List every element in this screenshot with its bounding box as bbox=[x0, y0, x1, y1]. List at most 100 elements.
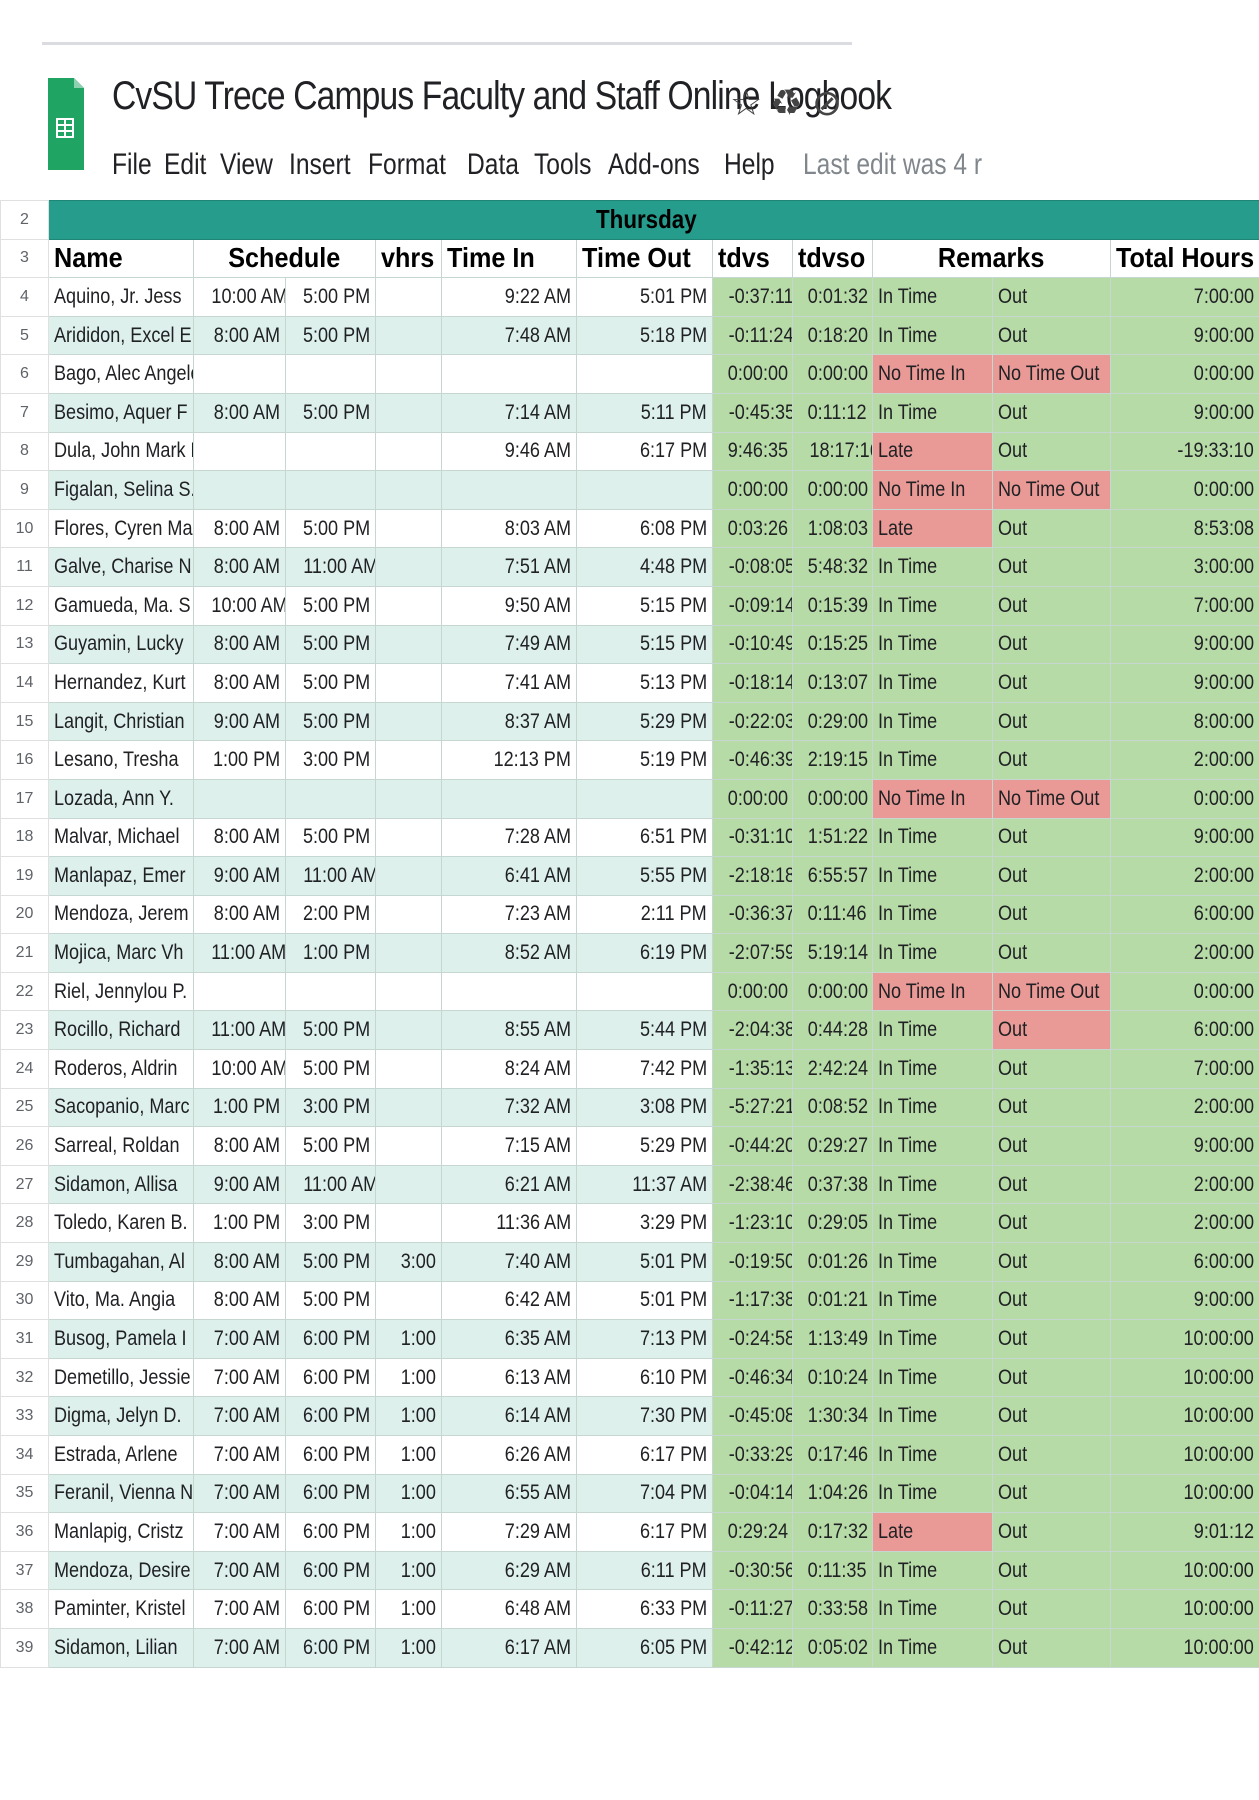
cell-vhrs[interactable] bbox=[375, 585, 442, 626]
row-header[interactable]: 6 bbox=[0, 354, 49, 394]
cell-remark-in[interactable]: In Time bbox=[872, 392, 993, 433]
cell-tdvs[interactable]: -0:22:03 bbox=[712, 701, 793, 742]
row-header[interactable]: 18 bbox=[0, 817, 49, 858]
cell-total-hours[interactable]: 3:00:00 bbox=[1109, 547, 1259, 587]
cell-tdvso[interactable]: 1:08:03 bbox=[792, 508, 873, 549]
cell-remark-out[interactable]: Out bbox=[992, 1049, 1111, 1089]
row-header[interactable]: 23 bbox=[0, 1010, 49, 1051]
menu-format[interactable]: Format bbox=[367, 148, 446, 181]
cell-name[interactable]: Lesano, Tresha bbox=[48, 740, 194, 780]
cell-total-hours[interactable]: -19:33:10 bbox=[1109, 431, 1259, 472]
cell-time-in[interactable]: 6:48 AM bbox=[441, 1589, 577, 1629]
cell-schedule-end[interactable]: 11:00 AM bbox=[285, 856, 376, 896]
cell-tdvso[interactable]: 0:11:46 bbox=[792, 894, 873, 935]
cell-tdvs[interactable]: -0:30:56 bbox=[712, 1550, 793, 1591]
cell-name[interactable]: Rocillo, Richard bbox=[48, 1010, 194, 1051]
row-header[interactable]: 26 bbox=[0, 1126, 49, 1166]
cell-remark-out[interactable]: Out bbox=[992, 315, 1111, 356]
document-title[interactable]: CvSU Trece Campus Faculty and Staff Onli… bbox=[112, 74, 892, 118]
cell-name[interactable]: Sidamon, Lilian bbox=[48, 1627, 194, 1668]
cell-vhrs[interactable]: 1:00 bbox=[375, 1627, 442, 1668]
cell-schedule-start[interactable]: 10:00 AM bbox=[193, 277, 286, 317]
cell-remark-out[interactable]: Out bbox=[992, 1280, 1111, 1321]
cell-time-in[interactable]: 6:14 AM bbox=[441, 1396, 577, 1436]
cell-time-out[interactable]: 7:04 PM bbox=[576, 1473, 713, 1514]
cell-schedule-start[interactable]: 9:00 AM bbox=[193, 1164, 286, 1205]
cell-tdvso[interactable]: 0:29:27 bbox=[792, 1126, 873, 1166]
cell-schedule-start[interactable]: 10:00 AM bbox=[193, 585, 286, 626]
cell-tdvso[interactable]: 0:05:02 bbox=[792, 1627, 873, 1668]
cell-schedule-end[interactable]: 6:00 PM bbox=[285, 1473, 376, 1514]
cell-schedule-start[interactable]: 8:00 AM bbox=[193, 1126, 286, 1166]
cell-time-in[interactable]: 9:22 AM bbox=[441, 277, 577, 317]
cell-total-hours[interactable]: 0:00:00 bbox=[1109, 470, 1259, 510]
cell-total-hours[interactable]: 2:00:00 bbox=[1109, 1203, 1259, 1244]
cell-time-out[interactable]: 7:42 PM bbox=[576, 1049, 713, 1089]
cell-total-hours[interactable]: 0:00:00 bbox=[1109, 354, 1259, 394]
cell-time-in[interactable]: 7:14 AM bbox=[441, 392, 577, 433]
cell-name[interactable]: Galve, Charise N bbox=[48, 547, 194, 587]
cell-schedule-end[interactable] bbox=[285, 778, 376, 819]
cell-time-in[interactable] bbox=[441, 354, 577, 394]
cell-remark-in[interactable]: In Time bbox=[872, 1473, 993, 1514]
row-header[interactable]: 32 bbox=[0, 1357, 49, 1398]
cell-name[interactable]: Malvar, Michael bbox=[48, 817, 194, 858]
cell-schedule-start[interactable]: 8:00 AM bbox=[193, 894, 286, 935]
cell-remark-out[interactable]: Out bbox=[992, 431, 1111, 472]
cell-remark-in[interactable]: In Time bbox=[872, 1126, 993, 1166]
cell-remark-in[interactable]: In Time bbox=[872, 1589, 993, 1629]
cell-remark-out[interactable]: Out bbox=[992, 1357, 1111, 1398]
cell-total-hours[interactable]: 10:00:00 bbox=[1109, 1473, 1259, 1514]
cell-remark-in[interactable]: In Time bbox=[872, 894, 993, 935]
cell-schedule-end[interactable]: 5:00 PM bbox=[285, 508, 376, 549]
cell-remark-out[interactable]: Out bbox=[992, 1550, 1111, 1591]
cell-name[interactable]: Bago, Alec Angelo F. bbox=[48, 354, 194, 394]
cell-vhrs[interactable] bbox=[375, 817, 442, 858]
cell-name[interactable]: Manlapig, Cristz bbox=[48, 1512, 194, 1552]
cell-tdvs[interactable]: -0:44:20 bbox=[712, 1126, 793, 1166]
cell-vhrs[interactable] bbox=[375, 701, 442, 742]
row-header[interactable]: 33 bbox=[0, 1396, 49, 1436]
cell-remark-out[interactable]: Out bbox=[992, 1396, 1111, 1436]
row-header[interactable]: 31 bbox=[0, 1319, 49, 1359]
cell-tdvs[interactable]: -0:11:27 bbox=[712, 1589, 793, 1629]
cell-time-out[interactable] bbox=[576, 971, 713, 1012]
cell-time-in[interactable]: 7:41 AM bbox=[441, 663, 577, 703]
row-header[interactable]: 14 bbox=[0, 663, 49, 703]
cell-name[interactable]: Flores, Cyren Ma bbox=[48, 508, 194, 549]
cell-total-hours[interactable]: 8:00:00 bbox=[1109, 701, 1259, 742]
cell-remark-out[interactable]: Out bbox=[992, 1435, 1111, 1475]
cell-tdvs[interactable]: -0:09:14 bbox=[712, 585, 793, 626]
cell-schedule-end[interactable]: 6:00 PM bbox=[285, 1550, 376, 1591]
cell-tdvso[interactable]: 0:00:00 bbox=[792, 470, 873, 510]
row-header[interactable]: 20 bbox=[0, 894, 49, 935]
google-sheets-logo-icon[interactable] bbox=[46, 78, 84, 172]
cell-tdvs[interactable]: -0:46:39 bbox=[712, 740, 793, 780]
cell-vhrs[interactable] bbox=[375, 1010, 442, 1051]
header-tdvso[interactable]: tdvso bbox=[792, 238, 873, 279]
cell-schedule-end[interactable]: 6:00 PM bbox=[285, 1627, 376, 1668]
cell-schedule-end[interactable]: 5:00 PM bbox=[285, 585, 376, 626]
cell-remark-out[interactable]: Out bbox=[992, 1627, 1111, 1668]
cell-schedule-start[interactable]: 8:00 AM bbox=[193, 1280, 286, 1321]
cell-name[interactable]: Dula, John Mark L. bbox=[48, 431, 194, 472]
cell-schedule-end[interactable]: 6:00 PM bbox=[285, 1357, 376, 1398]
cell-remark-in[interactable]: Late bbox=[872, 431, 993, 472]
cell-time-in[interactable]: 7:51 AM bbox=[441, 547, 577, 587]
cell-tdvs[interactable]: -1:35:13 bbox=[712, 1049, 793, 1089]
row-header[interactable]: 25 bbox=[0, 1087, 49, 1128]
cell-tdvso[interactable]: 0:33:58 bbox=[792, 1589, 873, 1629]
cell-remark-in[interactable]: In Time bbox=[872, 624, 993, 665]
cell-tdvso[interactable]: 0:15:25 bbox=[792, 624, 873, 665]
cell-name[interactable]: Mendoza, Jerem bbox=[48, 894, 194, 935]
row-header[interactable]: 30 bbox=[0, 1280, 49, 1321]
cell-schedule-end[interactable]: 5:00 PM bbox=[285, 1242, 376, 1282]
cell-time-out[interactable]: 5:55 PM bbox=[576, 856, 713, 896]
cell-tdvso[interactable]: 2:42:24 bbox=[792, 1049, 873, 1089]
cell-vhrs[interactable]: 1:00 bbox=[375, 1550, 442, 1591]
row-header[interactable]: 22 bbox=[0, 971, 49, 1012]
row-header[interactable]: 10 bbox=[0, 508, 49, 549]
cell-total-hours[interactable]: 9:00:00 bbox=[1109, 315, 1259, 356]
cell-remark-out[interactable]: Out bbox=[992, 1203, 1111, 1244]
cell-time-out[interactable]: 5:01 PM bbox=[576, 277, 713, 317]
